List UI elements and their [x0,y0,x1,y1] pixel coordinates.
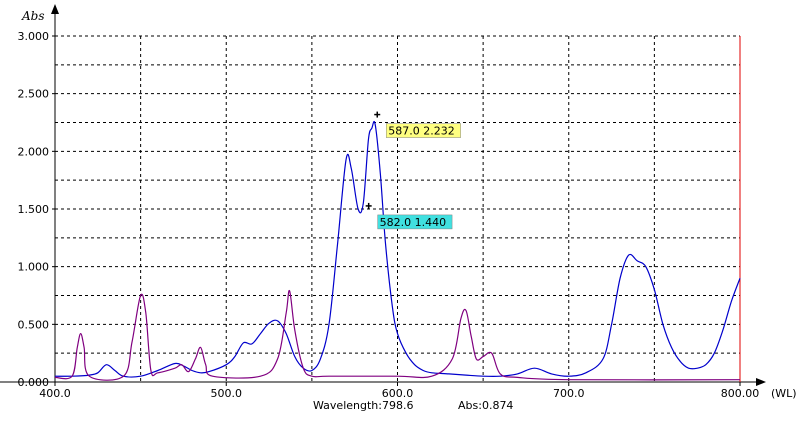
cursor-label-1: 587.0 2.232 [388,125,454,138]
y-tick-label: 1.500 [18,203,50,216]
x-tick-label: 400.0 [39,387,71,400]
cursor-label-box [385,123,461,138]
series-group [54,120,741,381]
y-axis-arrow [51,4,59,14]
series-line-1 [54,120,741,378]
cursor-group: 587.0 2.232 582.0 1.440 [365,111,461,230]
status-abs: Abs:0.874 [458,399,513,412]
cursor-label-2: 582.0 1.440 [380,216,446,229]
cursor-label-box [377,214,453,230]
x-tick-label: 500.0 [211,387,243,400]
x-tick-label: 700.0 [553,387,585,400]
x-tick-label: 600.0 [382,387,414,400]
x-unit-label: (WL) [771,387,797,400]
gridlines [55,35,740,382]
x-axis-arrow [756,378,766,386]
y-unit-label: Abs [21,9,45,23]
axes [0,4,766,386]
y-tick-label: 3.000 [18,30,50,43]
y-tick-label: 2.500 [18,88,50,101]
x-tick-label: 800.00 [721,387,760,400]
y-tick-labels: 0.000 0.500 1.000 1.500 2.000 2.500 3.000 [18,30,55,389]
y-tick-label: 2.000 [18,145,50,158]
y-tick-label: 0.000 [18,376,50,389]
y-tick-label: 1.000 [18,261,50,274]
series-line-2 [54,289,741,381]
y-tick-label: 0.500 [18,318,50,331]
x-tick-labels: 400.0 500.0 600.0 700.0 800.00 [39,382,759,400]
status-wavelength: Wavelength:798.6 [313,399,413,412]
